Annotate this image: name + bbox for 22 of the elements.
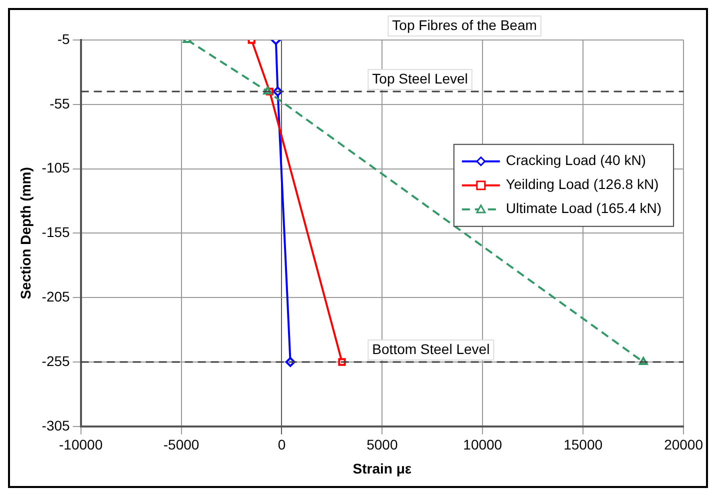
x-tick-label: 0 [278,436,286,453]
x-tick-label: -10000 [59,436,103,453]
y-tick-label: -305 [42,417,70,434]
x-tick-label: 20000 [664,436,704,453]
text: Top Fibres of the Beam [392,16,537,33]
y-tick-label: -105 [42,160,70,176]
legend-label: Yeilding Load (126.8 kN) [506,176,659,192]
ref-line-label: Top Steel Level [372,70,468,86]
y-axis-title: Section Depth (mm) [17,167,34,300]
x-tick-label: 15000 [564,436,603,453]
legend-label: Ultimate Load (165.4 kN) [506,200,662,216]
x-tick-label: 5000 [366,436,398,453]
legend-label: Cracking Load (40 kN) [506,152,646,168]
y-tick-label: -5 [57,30,70,47]
ref-line-label: Bottom Steel Level [372,340,490,357]
y-tick-label: -55 [50,95,70,112]
x-tick-label: -5000 [163,436,200,453]
x-axis-title: Strain με [352,460,412,476]
y-tick-label: -155 [42,224,70,240]
y-tick-label: -255 [42,352,70,369]
x-tick-label: 10000 [463,436,502,453]
y-tick-label: -205 [42,288,70,304]
